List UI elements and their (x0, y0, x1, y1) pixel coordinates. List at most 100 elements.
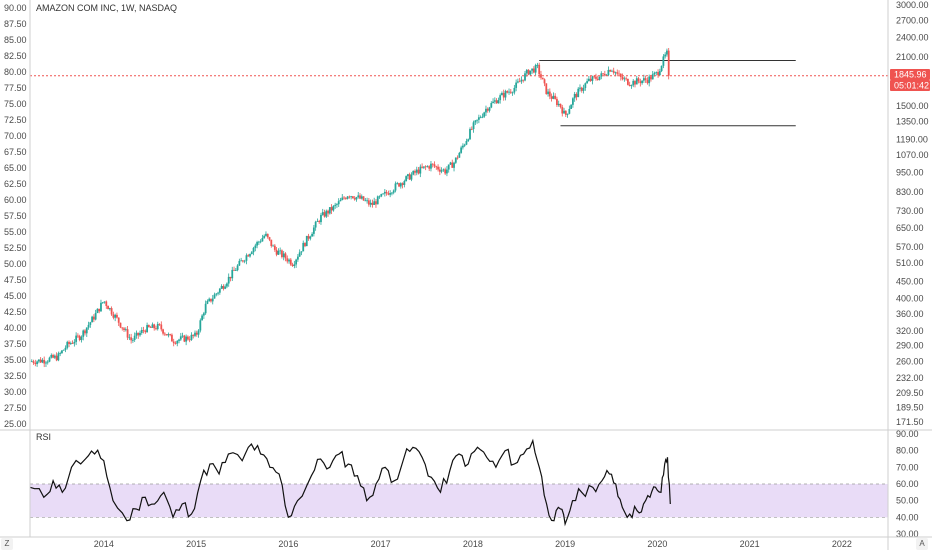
candle-body (648, 76, 651, 84)
candle-body (316, 221, 319, 222)
candle-body (307, 235, 310, 239)
candle-body (69, 343, 72, 344)
right-axis-tick-label[interactable]: 360.00 (896, 309, 924, 319)
time-axis-label[interactable]: 2016 (278, 539, 298, 549)
candle-body (653, 72, 656, 75)
candle-body (48, 357, 51, 362)
candle-body (373, 201, 376, 205)
time-axis[interactable]: 2014 2015 2016 2017 2018 2019 2020 2021 2022 (94, 539, 852, 549)
candle-body (359, 195, 361, 199)
right-axis-tick-label[interactable]: 450.00 (896, 276, 924, 286)
candle-body (563, 110, 565, 114)
candle-body (492, 101, 494, 104)
right-price-axis[interactable]: 3000.002700.002400.002100.001800.001500.… (896, 0, 929, 427)
candle-body (460, 147, 463, 153)
rsi-axis-tick-label: 80.00 (896, 446, 919, 456)
candle-body (291, 264, 294, 266)
candle-body (71, 343, 74, 344)
candle-body (625, 78, 628, 80)
right-axis-tick-label[interactable]: 830.00 (896, 187, 924, 197)
right-axis-tick-label[interactable]: 290.00 (896, 340, 924, 350)
candle-body (593, 76, 596, 78)
right-axis-tick-label[interactable]: 950.00 (896, 168, 924, 178)
time-axis-label[interactable]: 2014 (94, 539, 114, 549)
candle-body (573, 93, 576, 99)
rsi-axis: 90.00 80.00 70.00 60.00 50.00 40.00 30.00 (896, 429, 919, 539)
candle-body (616, 72, 619, 74)
time-axis-label[interactable]: 2022 (832, 539, 852, 549)
candle-body (46, 361, 49, 363)
right-axis-tick-label[interactable]: 2400.00 (896, 33, 929, 43)
right-axis-tick-label[interactable]: 320.00 (896, 326, 924, 336)
candle-body (268, 237, 271, 240)
right-axis-tick-label[interactable]: 1190.00 (896, 135, 928, 145)
rsi-axis-tick-label: 60.00 (896, 479, 919, 489)
candle-body (570, 104, 573, 109)
candle-body (314, 221, 317, 228)
candle-body (100, 302, 102, 312)
right-axis-tick-label[interactable]: 1500.00 (896, 101, 929, 111)
right-axis-tick-label[interactable]: 260.00 (896, 356, 924, 366)
right-axis-tick-label[interactable]: 171.50 (896, 417, 924, 427)
right-axis-tick-label[interactable]: 400.00 (896, 294, 924, 304)
candle-body (94, 313, 97, 320)
right-axis-tick-label[interactable]: 209.50 (896, 388, 924, 398)
candle-body (591, 76, 594, 81)
candle-body (447, 164, 450, 170)
time-axis-label[interactable]: 2020 (647, 539, 667, 549)
candle-body (367, 200, 370, 205)
right-axis-tick-label[interactable]: 1350.00 (896, 116, 929, 126)
candle-body (304, 242, 306, 247)
candle-body (446, 169, 448, 174)
candle-body (62, 349, 65, 351)
candle-body (564, 110, 567, 115)
right-axis-tick-label[interactable]: 1070.00 (896, 150, 929, 160)
time-axis-label[interactable]: 2018 (463, 539, 483, 549)
time-axis-label[interactable]: 2021 (740, 539, 760, 549)
candle-body (75, 335, 78, 342)
candle-body (470, 129, 473, 130)
candle-body (250, 252, 253, 255)
right-axis-tick-label[interactable]: 2700.00 (896, 15, 929, 25)
time-axis-label[interactable]: 2019 (555, 539, 575, 549)
candle-body (357, 195, 360, 198)
right-axis-tick-label[interactable]: 189.50 (896, 402, 924, 412)
candle-body (511, 92, 514, 94)
candle-body (369, 202, 372, 205)
candle-body (479, 117, 482, 119)
log-scale-toggle-left[interactable]: Z (1, 538, 13, 550)
right-axis-tick-label[interactable]: 730.00 (896, 206, 924, 216)
candle-body (396, 183, 399, 184)
candle-body (181, 335, 184, 337)
candle-body (272, 245, 274, 247)
candle-body (634, 80, 636, 85)
candle-body (295, 259, 298, 265)
candle-body (589, 78, 592, 81)
right-axis-tick-label[interactable]: 2100.00 (896, 52, 929, 62)
candle-body (621, 76, 624, 80)
right-axis-tick-label[interactable]: 3000.00 (896, 0, 929, 10)
right-axis-tick-label[interactable]: 232.00 (896, 373, 924, 383)
candle-body (504, 91, 507, 98)
right-axis-tick-label[interactable]: 570.00 (896, 242, 924, 252)
candle-body (281, 250, 283, 258)
candle-body (160, 324, 163, 330)
candle-body (195, 332, 198, 335)
time-axis-label[interactable]: 2017 (371, 539, 391, 549)
candle-body (497, 100, 500, 104)
right-axis-tick-label[interactable]: 510.00 (896, 258, 924, 268)
horizontal-levels[interactable] (539, 59, 796, 127)
rsi-axis-tick-label: 70.00 (896, 462, 919, 472)
time-axis-label[interactable]: 2015 (186, 539, 206, 549)
candle-body (96, 308, 99, 314)
candle-body (399, 183, 402, 187)
candle-body (39, 359, 42, 363)
candle-body (98, 308, 101, 312)
candle-body (485, 108, 487, 113)
candle-body (124, 329, 127, 331)
right-axis-tick-label[interactable]: 650.00 (896, 223, 924, 233)
auto-scale-toggle-right[interactable]: A (916, 538, 928, 550)
candle-body (80, 336, 83, 340)
candle-body (486, 108, 489, 111)
